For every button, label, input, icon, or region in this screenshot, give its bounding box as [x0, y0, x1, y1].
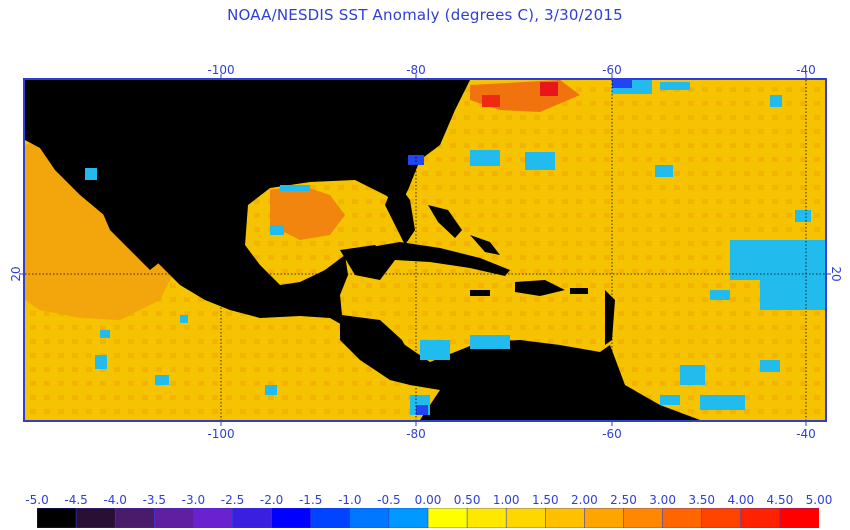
legend-swatch [271, 508, 312, 528]
legend-swatch [310, 508, 351, 528]
legend-label: 3.00 [649, 493, 676, 507]
florida-land [385, 180, 415, 245]
legend-swatch [114, 508, 156, 528]
legend-swatch [349, 508, 390, 528]
legend-label: 3.50 [688, 493, 716, 507]
map-title: NOAA/NESDIS SST Anomaly (degrees C), 3/3… [227, 6, 623, 24]
gulf-warm-anomaly [270, 185, 345, 240]
legend-swatch [662, 508, 703, 528]
graticule [25, 80, 825, 420]
legend-label: 2.00 [571, 493, 598, 507]
legend-swatch [388, 508, 429, 528]
legend-swatch [232, 508, 273, 528]
lat-tick-right: 20 [829, 266, 843, 281]
lon-tick-bottom: -80 [406, 427, 426, 441]
legend-swatch [623, 508, 664, 528]
legend-label: -1.0 [338, 493, 362, 507]
legend-label: -3.5 [142, 493, 167, 507]
legend-swatch [193, 508, 234, 528]
legend-swatch [701, 508, 742, 528]
legend-label: -0.5 [377, 493, 401, 507]
legend-label: -4.0 [103, 493, 127, 507]
legend-label: 0.00 [414, 493, 442, 507]
legend-swatch [544, 508, 586, 528]
legend-label: -4.5 [64, 493, 88, 507]
lon-tick-top: -100 [207, 63, 234, 77]
cuba-land [365, 242, 510, 276]
legend-swatch [740, 508, 781, 528]
hot-spot-red [540, 82, 558, 96]
color-scale-legend [37, 508, 819, 528]
legend-swatch [584, 508, 625, 528]
legend-label: -5.0 [25, 493, 49, 507]
lon-tick-bottom: -100 [207, 427, 234, 441]
legend-label: 4.50 [766, 493, 794, 507]
pacific-warm-anomaly [25, 140, 175, 320]
legend-label: -2.0 [259, 493, 284, 507]
south-america-land [340, 320, 700, 420]
legend-label: 2.50 [610, 493, 637, 507]
legend-swatch [466, 508, 508, 528]
legend-label: -2.5 [220, 493, 245, 507]
lat-tick-left: 20 [9, 266, 23, 281]
legend-label: -1.5 [298, 493, 323, 507]
legend-swatch [75, 508, 116, 528]
legend-swatch [154, 508, 195, 528]
legend-swatch [779, 508, 819, 528]
sst-anomaly-map: -100 -80 -60 -40 -100 -80 -60 -40 20 20 [9, 63, 843, 441]
lon-tick-bottom: -60 [602, 427, 622, 441]
legend-swatch [427, 508, 468, 528]
cool-anomaly-patches [85, 80, 825, 415]
legend-label: 1.50 [531, 493, 559, 507]
north-america-land [25, 80, 470, 368]
lon-tick-bottom: -40 [796, 427, 816, 441]
legend-labels: -5.0 -4.5 -4.0 -3.5 -3.0 -2.5 -2.0 -1.5 -1.0 -0.5… [0, 493, 850, 507]
legend-label: 0.50 [453, 493, 481, 507]
lon-tick-top: -40 [796, 63, 816, 77]
legend-label: 1.00 [492, 493, 520, 507]
legend-label: 4.00 [727, 493, 755, 507]
legend-label: -3.0 [181, 493, 206, 507]
lon-tick-top: -60 [602, 63, 622, 77]
legend-swatch [37, 508, 77, 528]
legend-label: 5.00 [805, 493, 833, 507]
legend-swatch [505, 508, 547, 528]
lon-tick-top: -80 [406, 63, 426, 77]
